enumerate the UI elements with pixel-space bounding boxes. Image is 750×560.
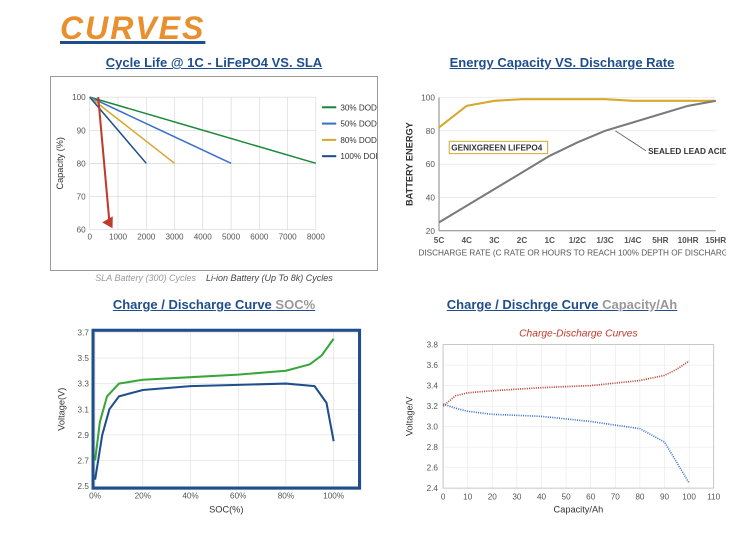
svg-text:100: 100 (421, 94, 435, 103)
svg-text:3.3: 3.3 (78, 380, 90, 389)
svg-text:60: 60 (426, 160, 436, 169)
svg-text:3.4: 3.4 (427, 382, 439, 391)
svg-text:100%: 100% (323, 491, 344, 500)
svg-text:SEALED LEAD ACID: SEALED LEAD ACID (648, 147, 726, 156)
svg-text:1000: 1000 (109, 233, 128, 242)
svg-text:10HR: 10HR (678, 236, 699, 245)
svg-text:3.8: 3.8 (427, 341, 439, 350)
svg-text:5HR: 5HR (652, 236, 668, 245)
svg-text:70: 70 (77, 192, 87, 201)
svg-text:90: 90 (660, 492, 670, 501)
svg-text:4000: 4000 (194, 233, 213, 242)
svg-text:GENIXGREEN LIFEPO4: GENIXGREEN LIFEPO4 (451, 144, 542, 153)
svg-text:60: 60 (77, 226, 87, 235)
svg-text:3.0: 3.0 (427, 423, 439, 432)
svg-text:DISCHARGE RATE (C RATE OR HOUR: DISCHARGE RATE (C RATE OR HOURS TO REACH… (418, 248, 726, 257)
svg-text:5000: 5000 (222, 233, 241, 242)
chart-cycle-life: Cycle Life @ 1C - LiFePO4 VS. SLA 60 70 80… (50, 55, 378, 283)
svg-text:2.5: 2.5 (78, 482, 90, 491)
svg-text:Capacity/Ah: Capacity/Ah (554, 505, 604, 515)
svg-text:7000: 7000 (279, 233, 298, 242)
svg-text:3C: 3C (489, 236, 500, 245)
svg-text:20: 20 (426, 227, 436, 236)
svg-text:0: 0 (87, 233, 92, 242)
svg-text:6000: 6000 (250, 233, 269, 242)
svg-text:90: 90 (77, 126, 87, 135)
svg-text:80: 80 (635, 492, 645, 501)
chart-soc-curve: Charge / Discharge Curve SOC% 2.5 2.7 2.9 3… (50, 297, 378, 525)
svg-text:70: 70 (611, 492, 621, 501)
svg-text:30: 30 (512, 492, 522, 501)
svg-text:2000: 2000 (137, 233, 156, 242)
chart1-title: Cycle Life @ 1C - LiFePO4 VS. SLA (50, 55, 378, 70)
svg-text:SOC(%): SOC(%) (209, 505, 243, 515)
svg-text:Voltage/V: Voltage/V (404, 396, 414, 436)
svg-text:8000: 8000 (307, 233, 326, 242)
svg-text:3.1: 3.1 (78, 405, 90, 414)
chart-energy-capacity: Energy Capacity VS. Discharge Rate 20 40 6… (398, 55, 726, 283)
svg-text:20%: 20% (135, 491, 151, 500)
svg-text:5C: 5C (434, 236, 445, 245)
svg-text:1/3C: 1/3C (596, 236, 613, 245)
svg-text:60: 60 (586, 492, 596, 501)
chart2-svg: 20 40 60 80 100 5C 4C 3C 2C 1C 1/2C 1/3C 1/4C 5HR 10HR… (398, 76, 726, 283)
svg-text:BATTERY ENERGY: BATTERY ENERGY (404, 122, 414, 206)
svg-text:80% DOD: 80% DOD (340, 136, 377, 145)
svg-text:80: 80 (426, 127, 436, 136)
chart3-title: Charge / Discharge Curve SOC% (50, 297, 378, 312)
svg-text:0%: 0% (89, 491, 101, 500)
chart1-svg: 6070809010001000200030004000500060007000… (51, 77, 377, 270)
svg-text:50% DOD: 50% DOD (340, 120, 377, 129)
chart4-title: Charge / Dischrge Curve Capacity/Ah (398, 297, 726, 312)
chart-capacity-curve: Charge / Dischrge Curve Capacity/Ah Char… (398, 297, 726, 525)
svg-text:0: 0 (441, 492, 446, 501)
svg-text:3.7: 3.7 (78, 328, 90, 337)
svg-text:2.6: 2.6 (427, 464, 439, 473)
svg-text:100: 100 (682, 492, 696, 501)
svg-text:110: 110 (707, 492, 720, 501)
page-title: CURVES (60, 10, 750, 47)
chart1-caption: SLA Battery (300) Cycles Li-ion Battery … (50, 273, 378, 283)
chart2-title: Energy Capacity VS. Discharge Rate (398, 55, 726, 70)
svg-text:60%: 60% (230, 491, 246, 500)
svg-text:100: 100 (72, 93, 86, 102)
svg-text:3.5: 3.5 (78, 354, 90, 363)
svg-text:Capacity (%): Capacity (%) (55, 137, 65, 189)
svg-text:20: 20 (488, 492, 498, 501)
svg-text:2.8: 2.8 (427, 443, 439, 452)
svg-text:2.4: 2.4 (427, 484, 439, 493)
svg-text:100% DOD: 100% DOD (340, 152, 377, 161)
svg-text:1/2C: 1/2C (569, 236, 586, 245)
svg-text:40: 40 (426, 194, 436, 203)
chart4-svg: Charge-Discharge Curves 2.4 2.6 2.8 3.0 3.2 3.… (398, 318, 726, 525)
svg-text:Charge-Discharge Curves: Charge-Discharge Curves (519, 328, 638, 339)
svg-text:40%: 40% (182, 491, 198, 500)
svg-text:3.2: 3.2 (427, 402, 439, 411)
svg-text:1/4C: 1/4C (624, 236, 641, 245)
svg-text:80: 80 (77, 159, 87, 168)
svg-text:10: 10 (463, 492, 473, 501)
chart3-svg: 2.5 2.7 2.9 3.1 3.3 3.5 3.7 0% 20% 40% 60% 80% 100% S… (50, 318, 378, 525)
svg-text:2.9: 2.9 (78, 431, 90, 440)
svg-text:4C: 4C (461, 236, 472, 245)
svg-text:50: 50 (562, 492, 572, 501)
svg-text:2C: 2C (517, 236, 528, 245)
svg-text:3000: 3000 (165, 233, 184, 242)
svg-text:1C: 1C (544, 236, 555, 245)
chart-grid: Cycle Life @ 1C - LiFePO4 VS. SLA 60 70 80… (0, 55, 750, 535)
svg-text:30% DOD: 30% DOD (340, 103, 377, 112)
svg-text:80%: 80% (278, 491, 294, 500)
svg-text:40: 40 (537, 492, 547, 501)
svg-text:Voltage(V): Voltage(V) (56, 388, 66, 431)
svg-text:15HR: 15HR (705, 236, 726, 245)
svg-text:3.6: 3.6 (427, 361, 439, 370)
svg-text:2.7: 2.7 (78, 457, 90, 466)
